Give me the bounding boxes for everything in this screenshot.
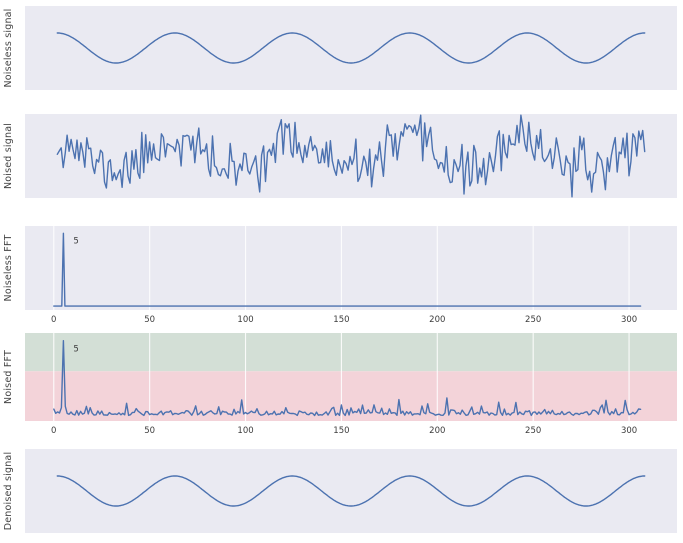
x-tick-label: 150 bbox=[333, 426, 349, 436]
x-tick-label: 50 bbox=[144, 315, 155, 325]
y-axis-label: Denoised signal bbox=[3, 451, 14, 531]
y-axis-label: Noised FFT bbox=[3, 350, 14, 404]
threshold-band-green bbox=[25, 333, 677, 372]
signal-line bbox=[53, 232, 642, 307]
noised-fft-plot: 50 50 100 150 200 250 300 bbox=[25, 333, 677, 436]
subplot-noised-signal: Noised signal bbox=[0, 114, 683, 198]
x-tick-label: 0 bbox=[51, 426, 56, 436]
signal-line bbox=[53, 339, 642, 417]
x-tick-label: 300 bbox=[621, 426, 637, 436]
axes-background bbox=[25, 226, 677, 310]
y-axis-label: Noised signal bbox=[3, 122, 14, 190]
x-tick-label: 50 bbox=[144, 426, 155, 436]
x-tick-label: 250 bbox=[525, 426, 541, 436]
subplot-denoised-signal: Denoised signal bbox=[0, 449, 683, 533]
peak-annotation: 5 bbox=[73, 344, 78, 354]
noised-signal-plot bbox=[25, 114, 677, 198]
x-tick-label: 0 bbox=[51, 315, 56, 325]
peak-annotation: 5 bbox=[73, 237, 78, 247]
x-tick-label: 150 bbox=[333, 315, 349, 325]
x-tick-label: 100 bbox=[237, 315, 253, 325]
signal-line bbox=[56, 114, 646, 198]
denoised-signal-plot bbox=[25, 449, 677, 533]
subplot-noiseless-signal: Noiseless signal bbox=[0, 6, 683, 90]
x-tick-label: 250 bbox=[525, 315, 541, 325]
signal-line bbox=[56, 475, 646, 507]
axes-background bbox=[25, 449, 677, 533]
y-axis-label: Noiseless FFT bbox=[3, 234, 14, 302]
x-tick-label: 100 bbox=[237, 426, 253, 436]
axes-background bbox=[25, 114, 677, 198]
noiseless-signal-plot bbox=[25, 6, 677, 90]
axes-background bbox=[25, 6, 677, 90]
signal-line bbox=[56, 32, 646, 64]
x-tick-label: 200 bbox=[429, 315, 445, 325]
x-tick-label: 300 bbox=[621, 315, 637, 325]
x-tick-label: 200 bbox=[429, 426, 445, 436]
subplot-noised-fft: Noised FFT 5 0 50 100 150 200 250 300 bbox=[0, 333, 683, 436]
y-axis-label: Noiseless signal bbox=[3, 8, 14, 88]
subplot-noiseless-fft: Noiseless FFT 5 0 50 100 150 200 250 300 bbox=[0, 226, 683, 325]
noiseless-fft-plot: 50 50 100 150 200 250 300 bbox=[25, 226, 677, 325]
